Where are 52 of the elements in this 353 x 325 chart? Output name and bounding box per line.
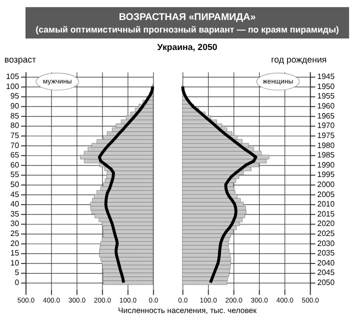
y-tick-label: 65	[10, 150, 20, 160]
y-tick-label: 60	[10, 160, 20, 170]
y-tick-label: 75	[10, 130, 20, 140]
y-tick-label: 20	[10, 238, 20, 248]
y-tick-label: 2040	[317, 258, 336, 268]
y-tick-label: 80	[10, 121, 20, 130]
bar	[182, 280, 228, 285]
y-tick-label: 2015	[317, 209, 336, 218]
y-tick-label: 2050	[317, 278, 336, 288]
y-tick-label: 1965	[317, 111, 336, 120]
y-tick-label: 1985	[317, 150, 336, 160]
y-tick-label: 1960	[317, 102, 336, 111]
y-tick-label: 2045	[317, 268, 336, 278]
y-tick-label: 1970	[317, 121, 336, 130]
y-tick-label: 0	[14, 278, 20, 288]
y-axis-title: возраст	[4, 54, 36, 64]
y-tick-label: 2010	[317, 200, 336, 209]
y-tick-label: 2000	[317, 180, 336, 189]
text: (самый оптимистичный прогнозный вариант — по краям пирамиды)	[36, 24, 339, 35]
y-tick-label: 95	[10, 92, 20, 101]
y-tick-label: 1975	[317, 130, 336, 140]
y-tick-label: 45	[10, 190, 20, 199]
y-tick-label: 1990	[317, 160, 336, 170]
x-axis-title: Численность населения, тыс. человек	[118, 306, 258, 315]
y-tick-label: 1955	[317, 92, 336, 101]
text: Украина, 2050	[157, 42, 218, 52]
y-tick-label: 55	[10, 170, 20, 180]
y-tick-label: 2030	[317, 238, 336, 248]
y-tick-label: 1950	[317, 82, 336, 91]
y-tick-label: 25	[10, 229, 20, 238]
y-tick-label: 2020	[317, 219, 336, 228]
y-tick-label: 10	[10, 258, 20, 268]
y-tick-label: 15	[10, 248, 20, 258]
y-tick-label: 2005	[317, 190, 336, 199]
y-tick-label: 1995	[317, 170, 336, 180]
y-tick-label: 2035	[317, 248, 336, 258]
y-tick-label: 40	[10, 200, 20, 209]
y-tick-label: 1945	[317, 72, 336, 82]
y-tick-label: 85	[10, 111, 20, 120]
y-tick-label: 105	[6, 72, 20, 82]
text: ВОЗРАСТНАЯ «ПИРАМИДА»	[118, 12, 256, 23]
y-tick-label: 30	[10, 219, 20, 228]
y-tick-label: 90	[10, 102, 20, 111]
y-tick-label: 100	[6, 82, 20, 91]
bar	[103, 280, 154, 285]
y-tick-label: 1980	[317, 140, 336, 150]
y-tick-label: 35	[10, 209, 20, 218]
y-tick-label: 2025	[317, 229, 336, 238]
y-tick-label: 50	[10, 180, 20, 189]
y-tick-label: 5	[14, 268, 20, 278]
y-tick-label: 70	[10, 140, 20, 150]
y-axis-title: год рождения	[271, 54, 327, 64]
